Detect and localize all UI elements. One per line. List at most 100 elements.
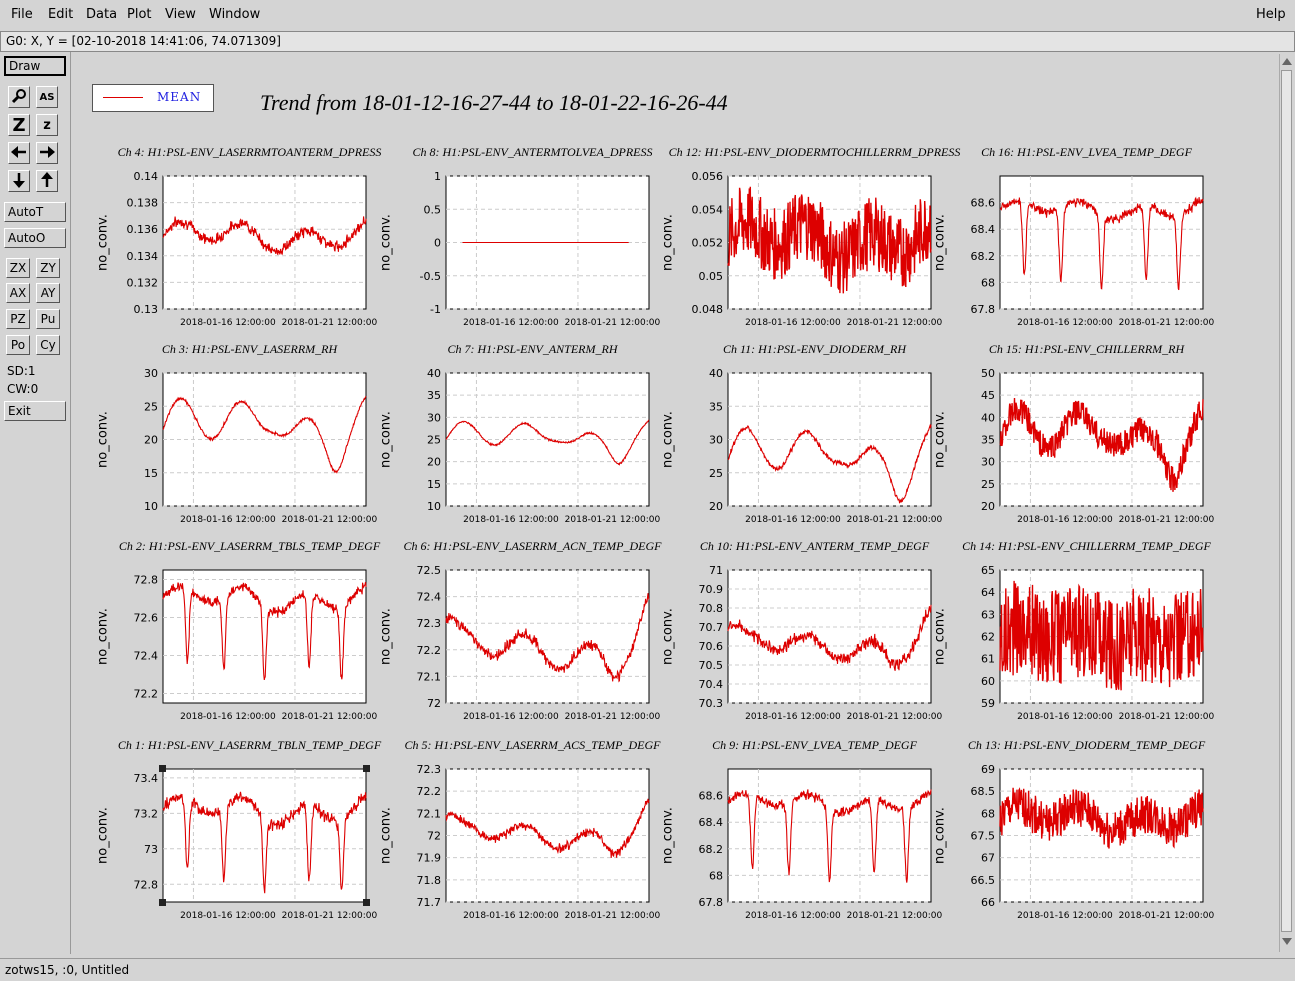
autot-button[interactable]: AutoT — [4, 202, 66, 222]
selection-handle[interactable] — [363, 765, 370, 772]
mean-series-line — [999, 580, 1204, 691]
selection-handle[interactable] — [363, 899, 370, 906]
trend-plot-psl-env-dioderm-rh[interactable]: 40 35 30 25 20 2018-01-16 12:00:00 2018-01-21 … — [668, 365, 991, 528]
status-text: zotws15, :0, Untitled — [5, 963, 130, 977]
y-tick-label: 69 — [981, 763, 995, 776]
zx-button[interactable]: ZX — [6, 258, 30, 278]
mean-series-line — [727, 423, 932, 504]
trend-plot-psl-env-laserrm-tbln-temp-degf[interactable]: 73.4 73.2 73 72.8 2018-01-16 12:00:00 2018-01… — [103, 761, 426, 924]
x-tick-label: 2018-01-16 12:00:00 — [1017, 712, 1113, 722]
x-tick-label: 2018-01-16 12:00:00 — [463, 318, 559, 328]
y-tick-label: 67.5 — [971, 830, 996, 843]
x-tick-label: 2018-01-16 12:00:00 — [463, 515, 559, 525]
pan-right-button[interactable] — [36, 142, 58, 164]
x-tick-label: 2018-01-21 12:00:00 — [282, 712, 378, 722]
autoo-button[interactable]: AutoO — [4, 228, 66, 248]
pan-up-button[interactable] — [36, 170, 58, 192]
y-tick-label: 71.7 — [417, 896, 442, 909]
y-tick-label: 45 — [981, 389, 995, 402]
scroll-thumb[interactable] — [1281, 70, 1292, 932]
trend-plot-psl-env-chillerrm-rh[interactable]: 50 45 40 35 30 25 20 2018-01-16 12:00:00 2018-01… — [940, 365, 1263, 528]
x-tick-label: 2018-01-16 12:00:00 — [180, 911, 276, 921]
x-tick-label: 2018-01-21 12:00:00 — [847, 911, 943, 921]
coordinate-readout-bar: G0: X, Y = [02-10-2018 14:41:06, 74.0713… — [0, 31, 1295, 52]
y-tick-label: 67.8 — [699, 896, 724, 909]
trend-plot-psl-env-dioderm-temp-degf[interactable]: 69 68.5 68 67.5 67 66.5 66 2018-01-16 12:00:00 2… — [940, 761, 1263, 924]
y-tick-label: 68.4 — [699, 816, 724, 829]
x-tick-label: 2018-01-16 12:00:00 — [180, 712, 276, 722]
x-tick-label: 2018-01-21 12:00:00 — [565, 911, 661, 921]
arrow-right-icon — [39, 145, 55, 162]
zoom-in-button[interactable]: Z — [8, 114, 30, 136]
y-tick-label: 20 — [144, 434, 158, 447]
text-size-button[interactable]: AS — [36, 86, 58, 108]
trend-plot-psl-env-lvea-temp-degf[interactable]: 68.6 68.4 68.2 68 67.8 2018-01-16 12:00:00 201… — [940, 168, 1263, 331]
trend-plot-psl-env-laserrmtoanterm-dpress[interactable]: 0.14 0.138 0.136 0.134 0.132 0.13 2018-01-16 1… — [103, 168, 426, 331]
trend-plot-psl-env-anterm-rh[interactable]: 40 35 30 25 20 15 10 2018-01-16 12:00:00 2018-01… — [386, 365, 709, 528]
mean-series-line — [727, 604, 932, 671]
plot-title-psl-env-anterm-temp-degf: Ch 10: H1:PSL-ENV_ANTERM_TEMP_DEGF — [699, 539, 930, 553]
legend-label: MEAN — [157, 90, 202, 104]
zy-button[interactable]: ZY — [36, 258, 60, 278]
x-tick-label: 2018-01-16 12:00:00 — [463, 911, 559, 921]
trend-plot-psl-env-laserrm-rh[interactable]: 30 25 20 15 10 2018-01-16 12:00:00 2018-01-21 … — [103, 365, 426, 528]
menu-help[interactable]: Help — [1256, 7, 1286, 22]
plot-title-psl-env-laserrm-acn-temp-degf: Ch 6: H1:PSL-ENV_LASERRM_ACN_TEMP_DEGF — [403, 539, 662, 553]
trend-plot-psl-env-laserrm-acn-temp-degf[interactable]: 72.5 72.4 72.3 72.2 72.1 72 2018-01-16 12:00:0… — [386, 562, 709, 725]
selection-handle[interactable] — [159, 899, 166, 906]
po-button[interactable]: Po — [6, 335, 30, 355]
y-tick-label: 70.3 — [699, 697, 724, 710]
selection-handle[interactable] — [159, 765, 166, 772]
trend-plot-psl-env-anterm-temp-degf[interactable]: 71 70.9 70.8 70.7 70.6 70.5 70.4 70.3 2018-01-16… — [668, 562, 991, 725]
y-tick-label: 40 — [427, 367, 441, 380]
y-tick-label: 35 — [981, 434, 995, 447]
y-tick-label: 68 — [981, 807, 995, 820]
trend-plot-psl-env-antermtolvea-dpress[interactable]: 1 0.5 0 -0.5 -1 2018-01-16 12:00:00 2018-01-21… — [386, 168, 709, 331]
trend-plot-psl-env-laserrm-tbls-temp-degf[interactable]: 72.8 72.6 72.4 72.2 2018-01-16 12:00:00 2018-… — [103, 562, 426, 725]
trend-plot-psl-env-diodermtochillerrm-dpress[interactable]: 0.056 0.054 0.052 0.05 0.048 2018-01-16 12:00… — [668, 168, 991, 331]
y-tick-label: 15 — [427, 478, 441, 491]
y-tick-label: 68.5 — [971, 785, 996, 798]
mean-series-line — [445, 419, 650, 466]
mean-series-line — [727, 789, 932, 883]
x-tick-label: 2018-01-16 12:00:00 — [463, 712, 559, 722]
x-tick-label: 2018-01-16 12:00:00 — [180, 318, 276, 328]
y-tick-label: 30 — [709, 434, 723, 447]
scroll-down-icon[interactable] — [1282, 938, 1292, 945]
vertical-scrollbar[interactable] — [1279, 54, 1294, 952]
trend-plot-psl-env-laserrm-acs-temp-degf[interactable]: 72.3 72.2 72.1 72 71.9 71.8 71.7 2018-01-16 12:… — [386, 761, 709, 924]
pan-left-button[interactable] — [8, 142, 30, 164]
menu-edit[interactable]: Edit — [48, 7, 74, 22]
x-tick-label: 2018-01-21 12:00:00 — [1119, 911, 1215, 921]
ay-button[interactable]: AY — [36, 283, 60, 303]
menu-data[interactable]: Data — [86, 7, 118, 22]
plot-title-psl-env-anterm-rh: Ch 7: H1:PSL-ENV_ANTERM_RH — [447, 342, 618, 356]
trend-plot-psl-env-chillerrm-temp-degf[interactable]: 65 64 63 62 61 60 59 2018-01-16 12:00:00 2018-01… — [940, 562, 1263, 725]
y-tick-label: 68.4 — [971, 223, 996, 236]
plot-title-psl-env-chillerrm-temp-degf: Ch 14: H1:PSL-ENV_CHILLERRM_TEMP_DEGF — [962, 539, 1211, 553]
menu-file[interactable]: File — [11, 7, 33, 22]
x-tick-label: 2018-01-21 12:00:00 — [282, 318, 378, 328]
pan-down-button[interactable] — [8, 170, 30, 192]
magnify-button[interactable] — [8, 86, 30, 108]
cw-label: CW:0 — [7, 382, 39, 396]
pz-button[interactable]: PZ — [6, 309, 30, 329]
y-tick-label: 62 — [981, 631, 995, 644]
exit-button[interactable]: Exit — [4, 401, 66, 421]
draw-button[interactable]: Draw — [4, 56, 66, 76]
y-tick-label: 72 — [427, 697, 441, 710]
y-tick-label: 72.2 — [417, 785, 442, 798]
plot-area — [162, 569, 367, 704]
menu-plot[interactable]: Plot — [127, 7, 152, 22]
legend-line-swatch — [103, 97, 143, 98]
menu-view[interactable]: View — [165, 7, 196, 22]
scroll-up-icon[interactable] — [1282, 58, 1292, 65]
ax-button[interactable]: AX — [6, 283, 30, 303]
y-tick-label: 68.2 — [971, 250, 996, 263]
zoom-out-button[interactable]: z — [36, 114, 58, 136]
cy-button[interactable]: Cy — [36, 335, 60, 355]
pu-button[interactable]: Pu — [36, 309, 60, 329]
x-tick-label: 2018-01-16 12:00:00 — [745, 712, 841, 722]
trend-plot-psl-env-lvea-temp-degf[interactable]: 68.6 68.4 68.2 68 67.8 2018-01-16 12:00:00 201… — [668, 761, 991, 924]
menu-window[interactable]: Window — [209, 7, 261, 22]
